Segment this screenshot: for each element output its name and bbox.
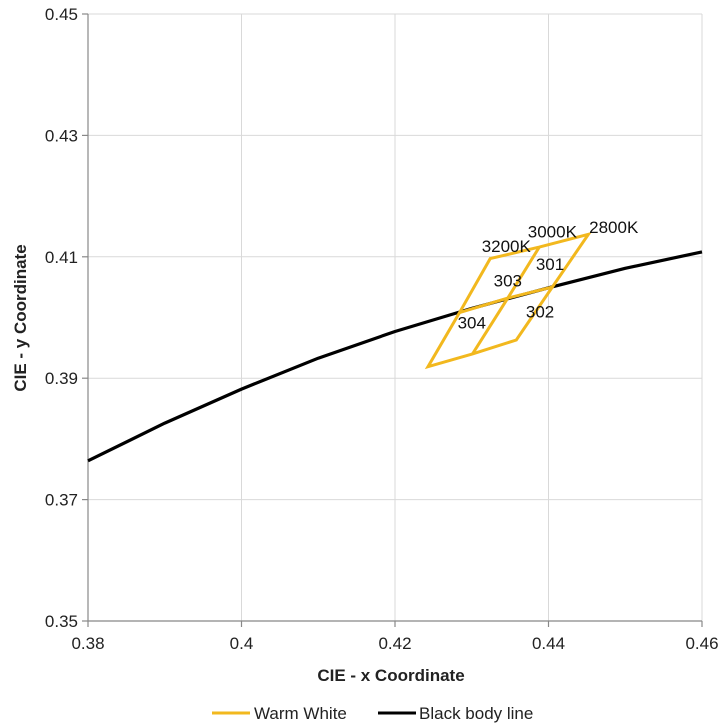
y-tick-label: 0.41: [45, 248, 78, 267]
annotation-3200k: 3200K: [482, 237, 532, 256]
y-tick-label: 0.35: [45, 612, 78, 631]
legend-label-warm-white: Warm White: [254, 704, 347, 723]
annotation-303: 303: [494, 271, 522, 290]
warm-white-divider: [471, 246, 541, 355]
y-tick-label: 0.37: [45, 491, 78, 510]
annotation-2800k: 2800K: [589, 218, 639, 237]
warm-white-outline: [424, 231, 592, 370]
x-axis-title: CIE - x Coordinate: [317, 666, 464, 685]
grid: [88, 13, 703, 621]
x-tick-label: 0.46: [685, 634, 718, 653]
x-tick-label: 0.42: [378, 634, 411, 653]
y-axis-title: CIE - y Coordinate: [11, 244, 30, 391]
y-tick-label: 0.45: [45, 5, 78, 24]
annotation-302: 302: [526, 302, 554, 321]
annotation-3000k: 3000K: [528, 222, 578, 241]
annotation-301: 301: [536, 255, 564, 274]
x-tick-label: 0.38: [71, 634, 104, 653]
axes: [82, 13, 703, 627]
warm-white-divider: [459, 285, 553, 315]
plot-area: [87, 231, 703, 463]
x-tick-label: 0.4: [230, 634, 254, 653]
tick-labels: 0.38 0.4 0.42 0.44 0.46 0.35 0.37 0.39 0.41 0.43 0…: [45, 5, 719, 653]
annotation-304: 304: [458, 313, 486, 332]
legend-label-black-body-line: Black body line: [419, 704, 533, 723]
y-tick-label: 0.39: [45, 369, 78, 388]
black-body-line: [87, 250, 703, 463]
y-tick-label: 0.43: [45, 126, 78, 145]
legend: Warm White Black body line: [212, 704, 533, 723]
x-tick-label: 0.44: [532, 634, 565, 653]
